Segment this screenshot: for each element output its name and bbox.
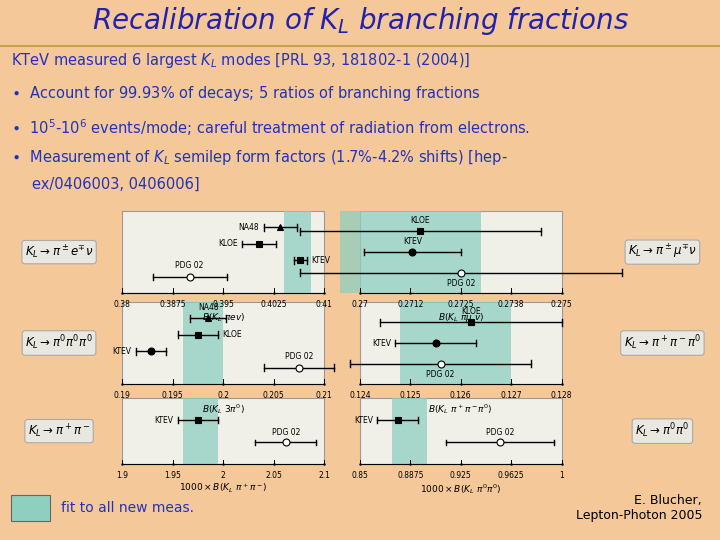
Text: 0.2: 0.2 bbox=[217, 391, 229, 400]
Bar bbox=[360, 398, 562, 464]
Text: Recalibration of $K_L$ branching fractions: Recalibration of $K_L$ branching fractio… bbox=[91, 5, 629, 37]
Text: 0.38: 0.38 bbox=[114, 300, 131, 309]
Text: KTeV measured 6 largest $K_L$ modes [PRL 93, 181802-1 (2004)]: KTeV measured 6 largest $K_L$ modes [PRL… bbox=[11, 51, 470, 70]
Text: 0.19: 0.19 bbox=[114, 391, 131, 400]
Text: $K_L \to \pi^\pm\mu^{\mp}\nu$: $K_L \to \pi^\pm\mu^{\mp}\nu$ bbox=[628, 243, 697, 261]
Text: 0.195: 0.195 bbox=[162, 391, 184, 400]
Text: $\bullet$  Measurement of $K_L$ semilep form factors (1.7%-4.2% shifts) [hep-: $\bullet$ Measurement of $K_L$ semilep f… bbox=[11, 148, 508, 167]
Text: PDG 02: PDG 02 bbox=[446, 279, 475, 288]
Text: $K_L \to \pi^0\pi^0\pi^0$: $K_L \to \pi^0\pi^0\pi^0$ bbox=[25, 334, 93, 353]
Text: 0.2712: 0.2712 bbox=[397, 300, 423, 309]
Text: KLOE: KLOE bbox=[222, 330, 242, 339]
Bar bbox=[360, 211, 562, 293]
Text: 0.2725: 0.2725 bbox=[448, 300, 474, 309]
Text: 0.275: 0.275 bbox=[551, 300, 572, 309]
Text: 0.2738: 0.2738 bbox=[498, 300, 524, 309]
Text: PDG 02: PDG 02 bbox=[485, 428, 514, 437]
Text: $B(K_L\ \pi ev)$: $B(K_L\ \pi ev)$ bbox=[202, 312, 245, 324]
Bar bbox=[284, 211, 310, 293]
Text: 0.9625: 0.9625 bbox=[498, 471, 524, 480]
Bar bbox=[360, 302, 562, 384]
Bar bbox=[122, 302, 324, 384]
Text: 0.127: 0.127 bbox=[500, 391, 522, 400]
Text: $K_L \to \pi^\pm e^{\mp}\nu$: $K_L \to \pi^\pm e^{\mp}\nu$ bbox=[24, 244, 94, 261]
Text: 2.1: 2.1 bbox=[318, 471, 330, 480]
Text: 0.8875: 0.8875 bbox=[397, 471, 423, 480]
Text: 0.27: 0.27 bbox=[351, 300, 369, 309]
Text: PDG 02: PDG 02 bbox=[176, 261, 204, 271]
Bar bbox=[340, 211, 481, 293]
Text: 0.126: 0.126 bbox=[450, 391, 472, 400]
Text: $\bullet$  Account for 99.93% of decays; 5 ratios of branching fractions: $\bullet$ Account for 99.93% of decays; … bbox=[11, 84, 480, 104]
Text: 1.9: 1.9 bbox=[117, 471, 128, 480]
Bar bbox=[11, 495, 50, 521]
Bar bbox=[122, 211, 324, 293]
Text: fit to all new meas.: fit to all new meas. bbox=[61, 501, 194, 515]
Text: KTEV: KTEV bbox=[112, 347, 131, 356]
Text: 0.125: 0.125 bbox=[400, 391, 421, 400]
Text: KTEV: KTEV bbox=[354, 416, 373, 424]
Text: 0.41: 0.41 bbox=[315, 300, 333, 309]
Text: PDG 02: PDG 02 bbox=[426, 370, 455, 379]
Text: 0.128: 0.128 bbox=[551, 391, 572, 400]
Bar bbox=[183, 302, 223, 384]
Text: NA48: NA48 bbox=[238, 223, 259, 232]
Text: 0.3875: 0.3875 bbox=[160, 300, 186, 309]
Text: $B(K_L\ \pi\mu\ v)$: $B(K_L\ \pi\mu\ v)$ bbox=[438, 312, 484, 325]
Text: $B(K_L\ \pi^+\pi^-\pi^0)$: $B(K_L\ \pi^+\pi^-\pi^0)$ bbox=[428, 402, 493, 416]
Bar bbox=[183, 398, 218, 464]
Text: KTEV: KTEV bbox=[403, 237, 422, 246]
Text: NA48: NA48 bbox=[198, 302, 218, 312]
Text: 0.205: 0.205 bbox=[263, 391, 284, 400]
Text: $\bullet$  10$^5$-10$^6$ events/mode; careful treatment of radiation from electr: $\bullet$ 10$^5$-10$^6$ events/mode; car… bbox=[11, 117, 530, 138]
Text: KLOE: KLOE bbox=[218, 239, 238, 248]
Text: $1000\times B(K_L\ \pi^0\pi^0)$: $1000\times B(K_L\ \pi^0\pi^0)$ bbox=[420, 482, 501, 496]
Text: PDG 02: PDG 02 bbox=[284, 352, 313, 361]
Text: 1: 1 bbox=[559, 471, 564, 480]
Text: $K_L \to \pi^+\pi^-\pi^0$: $K_L \to \pi^+\pi^-\pi^0$ bbox=[624, 334, 701, 353]
Text: KLOE: KLOE bbox=[410, 216, 431, 225]
Bar bbox=[400, 302, 511, 384]
Text: 0.395: 0.395 bbox=[212, 300, 234, 309]
Text: 0.85: 0.85 bbox=[351, 471, 369, 480]
Text: ex/0406003, 0406006]: ex/0406003, 0406006] bbox=[32, 177, 200, 192]
Text: $K_L \to \pi^0\pi^0$: $K_L \to \pi^0\pi^0$ bbox=[635, 422, 690, 441]
Text: KTEV: KTEV bbox=[155, 416, 174, 424]
Text: 2.05: 2.05 bbox=[265, 471, 282, 480]
Text: 1.95: 1.95 bbox=[164, 471, 181, 480]
Text: $1000\times B(K_L\ \pi^+\pi^-)$: $1000\times B(K_L\ \pi^+\pi^-)$ bbox=[179, 482, 268, 495]
Text: 0.4025: 0.4025 bbox=[261, 300, 287, 309]
Text: E. Blucher,
Lepton-Photon 2005: E. Blucher, Lepton-Photon 2005 bbox=[575, 494, 702, 522]
Text: 0.21: 0.21 bbox=[315, 391, 333, 400]
Text: $B(K_L\ 3\pi^0)$: $B(K_L\ 3\pi^0)$ bbox=[202, 402, 245, 416]
Text: 0.124: 0.124 bbox=[349, 391, 371, 400]
Text: KLOE: KLOE bbox=[461, 307, 481, 316]
Bar bbox=[122, 398, 324, 464]
Text: KTEV: KTEV bbox=[312, 256, 330, 265]
Text: 0.925: 0.925 bbox=[450, 471, 472, 480]
Bar bbox=[392, 398, 427, 464]
Text: 2: 2 bbox=[221, 471, 225, 480]
Text: $K_L \to \pi^+\pi^-$: $K_L \to \pi^+\pi^-$ bbox=[28, 422, 90, 440]
Text: PDG 02: PDG 02 bbox=[271, 428, 300, 437]
Text: KTEV: KTEV bbox=[372, 339, 391, 348]
